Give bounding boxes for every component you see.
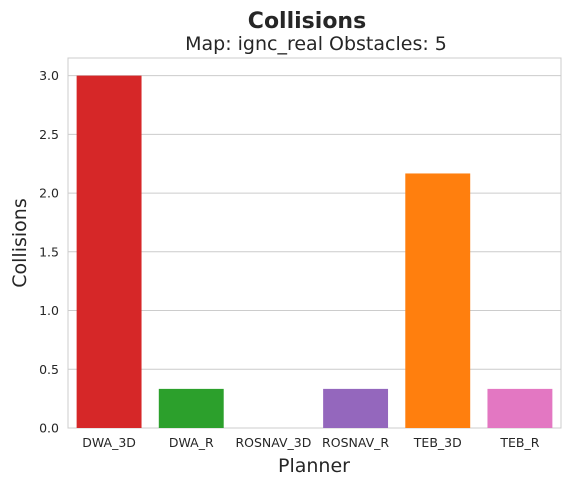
x-tick-label: TEB_3D (413, 435, 462, 450)
gridlines (68, 75, 561, 429)
bar-teb-3d (405, 173, 471, 428)
y-tick-label: 0.5 (39, 362, 59, 377)
chart-title: Map: ignc_real Obstacles: 5 (185, 33, 447, 55)
y-tick-label: 3.0 (39, 68, 59, 83)
x-tick-label: TEB_R (499, 435, 539, 450)
y-axis-label: Collisions (9, 198, 31, 287)
x-tick-label: DWA_3D (82, 435, 136, 450)
y-tick-label: 2.0 (39, 186, 59, 201)
bars (76, 75, 553, 428)
x-tick-label: ROSNAV_3D (235, 435, 311, 450)
x-tick-label: ROSNAV_R (322, 435, 389, 450)
y-tick-label: 1.5 (39, 244, 59, 259)
y-tick-label: 0.0 (39, 421, 59, 436)
x-tick-label: DWA_R (169, 435, 214, 450)
bar-rosnav-r (323, 388, 389, 428)
chart-suptitle: Collisions (248, 9, 366, 34)
y-tick-labels: 0.0 0.5 1.0 1.5 2.0 2.5 3.0 (39, 68, 59, 435)
plot-frame (67, 57, 562, 429)
bar-dwa-3d (76, 75, 142, 428)
bar-dwa-r (158, 388, 224, 428)
y-tick-label: 2.5 (39, 127, 59, 142)
y-tick-label: 1.0 (39, 303, 59, 318)
bar-teb-r (487, 388, 553, 428)
x-tick-labels: DWA_3D DWA_R ROSNAV_3D ROSNAV_R TEB_3D TEB_R (82, 435, 540, 450)
x-axis-label: Planner (278, 455, 350, 477)
